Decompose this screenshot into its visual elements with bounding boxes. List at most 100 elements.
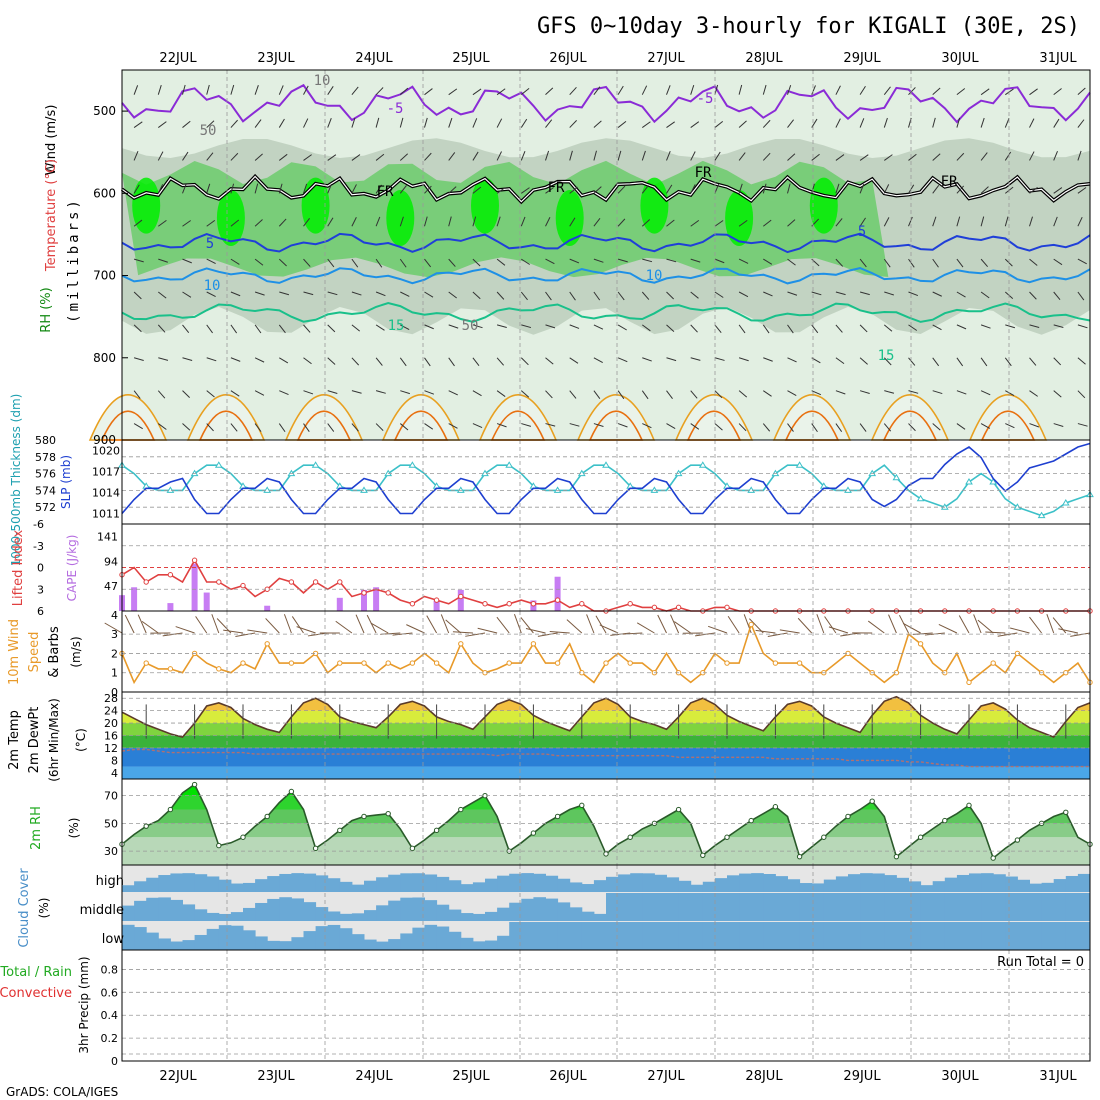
wind-barb <box>593 217 601 227</box>
wind-barb <box>859 423 867 432</box>
cloud-bar <box>702 893 716 921</box>
wind10-barb <box>141 620 159 634</box>
cloud-bar <box>993 874 1006 892</box>
wind-barb <box>908 216 913 227</box>
cloud-bar <box>969 893 982 921</box>
cloud-bar <box>412 873 425 892</box>
wind-barb <box>569 390 577 399</box>
cloud-bar <box>436 876 450 892</box>
lifted-index-point <box>312 579 319 585</box>
rh2m-point <box>1014 837 1021 843</box>
wind-barb <box>472 357 480 367</box>
wind-barb <box>351 117 356 128</box>
cloud-bar <box>714 878 728 892</box>
rh2m-point <box>458 806 464 813</box>
wind10-speed-point <box>917 641 924 647</box>
temp25-hump <box>882 410 938 441</box>
wind-barb <box>157 84 162 95</box>
cloud-bar <box>618 874 631 892</box>
wind-barb <box>1077 390 1086 399</box>
cloud-bar <box>448 931 462 950</box>
thickness-point <box>577 469 586 477</box>
cloud-bar <box>896 922 909 950</box>
cloud-bar <box>606 876 619 892</box>
wind-barb <box>908 423 916 432</box>
wind10-speed-point <box>143 660 149 666</box>
cloud-bar <box>158 897 171 921</box>
wind-barb <box>278 153 288 161</box>
wind-barb <box>859 183 865 194</box>
cloud-bar <box>642 873 655 892</box>
cloud-bar <box>727 922 740 950</box>
cloud-bar <box>351 913 365 921</box>
day-label-bottom: 28JUL <box>745 1069 783 1084</box>
pressure-tick-label: 600 <box>93 186 116 200</box>
wind-barb <box>980 423 991 429</box>
wind-barb <box>763 291 773 297</box>
temp-band <box>122 747 1090 767</box>
wind-barb <box>980 324 991 329</box>
wind10-barb <box>520 617 534 634</box>
wind-barb <box>787 324 794 334</box>
wind10-barb <box>938 623 958 634</box>
thickness-tick-label: 574 <box>35 484 56 497</box>
wind-barb <box>472 88 482 96</box>
wind-barb <box>399 185 407 194</box>
cloud-bar <box>581 911 595 921</box>
wind-barb <box>1077 258 1087 265</box>
wind-barb <box>738 120 747 128</box>
wind-barb <box>303 291 314 296</box>
wind10-barb <box>355 614 365 634</box>
wind-barb <box>327 118 332 128</box>
thickness-point <box>771 469 780 477</box>
cloud-bar <box>714 922 728 950</box>
rh2m-point <box>893 853 900 860</box>
wind-barb <box>883 357 892 366</box>
cloud-bar <box>327 911 341 921</box>
lifted-index-point <box>627 601 633 607</box>
rh2m-tick-label: 30 <box>104 845 118 858</box>
temp25-hump <box>686 410 742 441</box>
wind-barb <box>859 324 868 333</box>
wind-barb <box>182 84 186 95</box>
wind-barb <box>303 183 308 194</box>
wind-barb <box>835 423 843 433</box>
wind-barb <box>206 423 214 432</box>
wind-barb <box>400 291 410 297</box>
cloud-bar <box>642 922 655 950</box>
wind-barb <box>351 324 361 332</box>
cloud-bar <box>569 907 583 921</box>
wind-barb <box>351 423 359 432</box>
wind-barb <box>520 291 528 301</box>
wind10-barb <box>779 629 800 634</box>
pressure-tick-label: 800 <box>93 351 116 365</box>
wind-barb <box>1005 324 1016 329</box>
wind-barb <box>1053 390 1062 398</box>
wind-barb <box>666 150 671 161</box>
cloud-bar <box>376 941 389 950</box>
cloud-bar <box>727 893 740 921</box>
wind10-speed-point <box>627 660 633 666</box>
wind-barb <box>932 153 941 161</box>
cloud-bar <box>702 922 716 950</box>
cloud-bar <box>593 880 607 892</box>
cloud-bar <box>521 898 534 921</box>
wind-barb <box>351 291 362 296</box>
wind-barb <box>642 258 653 263</box>
wind-barb <box>182 183 187 194</box>
rh2m-point <box>385 810 391 817</box>
plot-marks <box>104 83 1094 861</box>
wind-barb <box>641 390 649 400</box>
cloud-bar <box>351 884 365 892</box>
wind-barb <box>230 183 235 194</box>
wind-barb <box>884 390 895 394</box>
wind-barb <box>472 390 482 397</box>
wind-barb <box>617 121 627 128</box>
cloud-bar <box>835 922 849 950</box>
wind-barb <box>859 258 867 268</box>
wind-barb <box>738 258 749 264</box>
thickness-point <box>553 486 562 493</box>
cloud-bar <box>194 874 208 892</box>
wind-barb <box>569 217 576 227</box>
temp-minus5-contour <box>121 83 1091 124</box>
